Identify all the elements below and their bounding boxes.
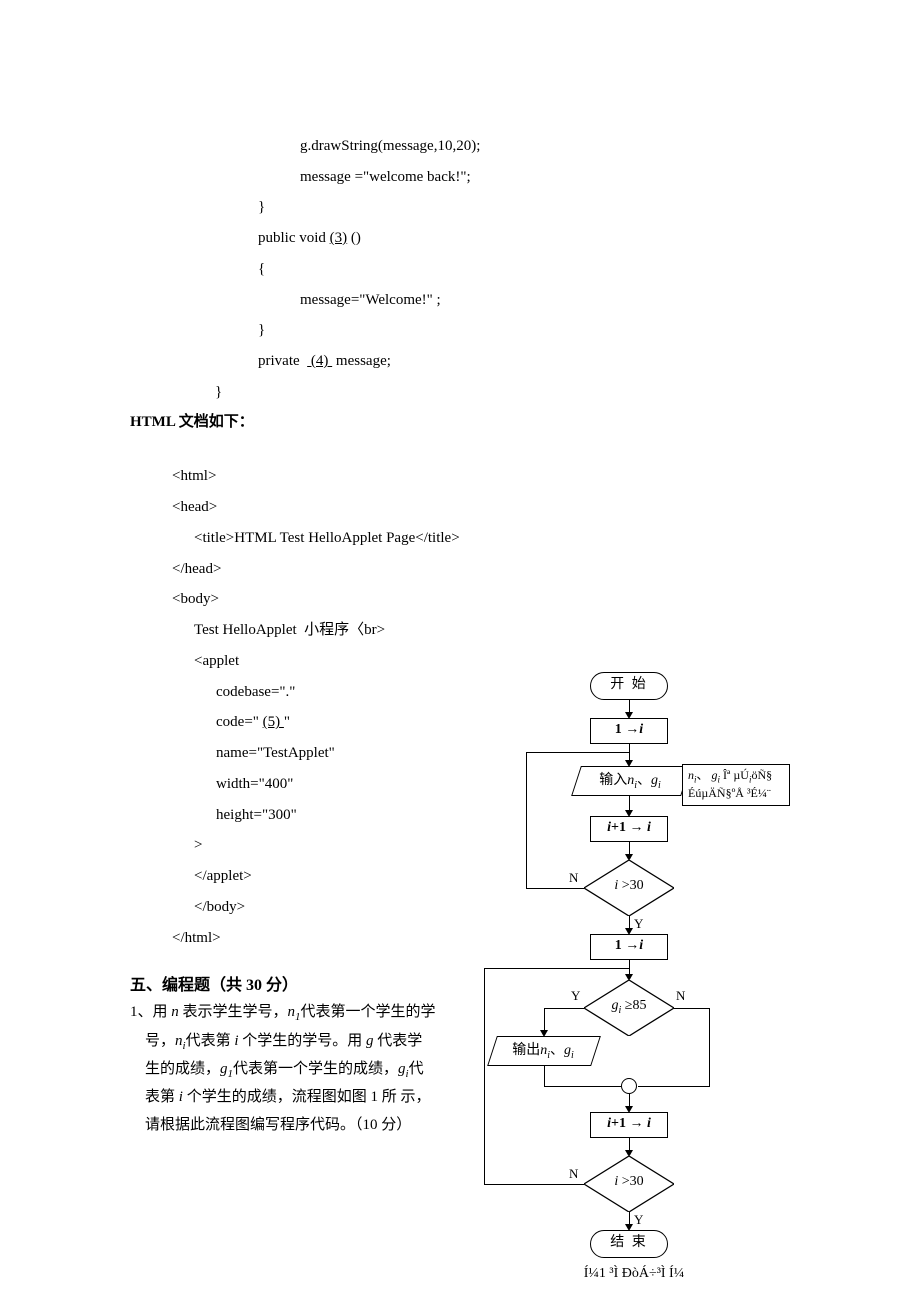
flow-annotation: ni、 gi Îª µÚiöÑ§ÉúµÄÑ§ºÅ ³É¼¨ bbox=[682, 764, 790, 806]
code-line: <body> bbox=[172, 591, 219, 607]
q-text: 代表第一个学生的成绩， bbox=[233, 1061, 398, 1077]
code-line: } bbox=[215, 384, 222, 400]
flow-line bbox=[674, 1008, 710, 1009]
code-line: " bbox=[284, 714, 290, 730]
flow-decision-3: i >30 bbox=[584, 1156, 674, 1212]
flow-line bbox=[544, 1008, 545, 1032]
code-line: </body> bbox=[194, 899, 245, 915]
q-text: 表第 bbox=[145, 1089, 179, 1105]
flow-line bbox=[484, 968, 485, 1185]
flow-process-init: 1 →i bbox=[590, 718, 668, 744]
html-section-heading: HTML 文档如下： bbox=[130, 410, 790, 431]
blank-5: (5) bbox=[263, 714, 284, 730]
flow-line bbox=[544, 1066, 545, 1086]
flow-process-inc1: i+1 → i bbox=[590, 816, 668, 842]
question-1: 1、用 n 表示学生学号，n1代表第一个学生的学 号，ni代表第 i 个学生的学… bbox=[130, 999, 470, 1140]
document-page: g.drawString(message,10,20); message ="w… bbox=[0, 0, 920, 1302]
code-line: <title>HTML Test HelloApplet Page</title… bbox=[194, 530, 460, 546]
flow-start: 开 始 bbox=[590, 672, 668, 700]
java-code-block: g.drawString(message,10,20); message ="w… bbox=[130, 100, 790, 408]
flow-line bbox=[709, 1008, 710, 1086]
code-line: <head> bbox=[172, 499, 217, 515]
code-line: public void bbox=[258, 230, 330, 246]
code-line: message="Welcome!" ; bbox=[300, 292, 441, 308]
flow-line bbox=[544, 1086, 621, 1087]
q-text: 请根据此流程图编写程序代码。（10 分） bbox=[145, 1117, 411, 1133]
code-line: { bbox=[258, 261, 265, 277]
flow-line bbox=[544, 1008, 584, 1009]
code-line: () bbox=[347, 230, 361, 246]
q-text: 代表学 bbox=[374, 1033, 423, 1049]
flow-label-n: N bbox=[569, 870, 578, 886]
flow-io-input: 输入ni、gi bbox=[571, 766, 691, 796]
blank-4: (4) bbox=[307, 353, 332, 369]
q-text: 号， bbox=[145, 1033, 175, 1049]
flow-process-init2: 1 →i bbox=[590, 934, 668, 960]
code-line: } bbox=[258, 199, 265, 215]
code-line: message; bbox=[336, 353, 391, 369]
code-line: name="TestApplet" bbox=[216, 745, 335, 761]
code-line: height="300" bbox=[216, 807, 297, 823]
code-line: </applet> bbox=[194, 868, 252, 884]
flow-line bbox=[638, 1086, 710, 1087]
q-text: 表示学生学号， bbox=[179, 1004, 288, 1020]
flow-connector bbox=[621, 1078, 637, 1094]
code-line: </head> bbox=[172, 561, 221, 577]
code-line: } bbox=[258, 322, 265, 338]
flowchart-caption: Í¼1 ³Ì ÐòÁ÷³Ì Í¼ bbox=[554, 1266, 714, 1282]
flow-line bbox=[526, 752, 629, 753]
code-line: private bbox=[258, 353, 307, 369]
blank-3: (3) bbox=[330, 230, 348, 246]
code-line: code=" bbox=[216, 714, 263, 730]
flow-end: 结 束 bbox=[590, 1230, 668, 1258]
flow-process-inc2: i+1 → i bbox=[590, 1112, 668, 1138]
flow-decision-1: i >30 bbox=[584, 860, 674, 916]
flow-line bbox=[526, 752, 527, 889]
code-line: width="400" bbox=[216, 776, 293, 792]
flow-line bbox=[526, 888, 584, 889]
flow-line bbox=[484, 968, 629, 969]
q-text: 代表第 bbox=[186, 1033, 235, 1049]
flow-label-y: Y bbox=[634, 916, 643, 932]
flow-label-n: N bbox=[569, 1166, 578, 1182]
flowchart: 开 始 1 →i 输入ni、gi ni、 gi Îª µÚiöÑ§ÉúµÄÑ§º… bbox=[484, 672, 794, 1282]
q-text: 代 bbox=[409, 1061, 424, 1077]
q-text: 代表第一个学生的学 bbox=[301, 1004, 436, 1020]
flow-label-n: N bbox=[676, 988, 685, 1004]
flow-label-y: Y bbox=[571, 988, 580, 1004]
q-text: 生的成绩， bbox=[145, 1061, 220, 1077]
code-line: > bbox=[194, 837, 202, 853]
code-line: g.drawString(message,10,20); bbox=[300, 138, 480, 154]
code-line: codebase="." bbox=[216, 684, 295, 700]
q-text: 个学生的学号。用 bbox=[239, 1033, 367, 1049]
code-line: message ="welcome back!"; bbox=[300, 169, 471, 185]
code-line: Test HelloApplet 小程序〈br> bbox=[194, 622, 385, 638]
flow-line bbox=[484, 1184, 584, 1185]
code-line: <applet bbox=[194, 653, 239, 669]
code-line: </html> bbox=[172, 930, 221, 946]
flow-decision-2: gi ≥85 bbox=[584, 980, 674, 1036]
flow-label-y: Y bbox=[634, 1212, 643, 1228]
q-text: 个学生的成绩，流程图如图 1 所 示， bbox=[183, 1089, 431, 1105]
code-line: <html> bbox=[172, 468, 216, 484]
q-text: 1、用 bbox=[130, 1004, 171, 1020]
flow-io-output: 输出ni、gi bbox=[487, 1036, 601, 1066]
